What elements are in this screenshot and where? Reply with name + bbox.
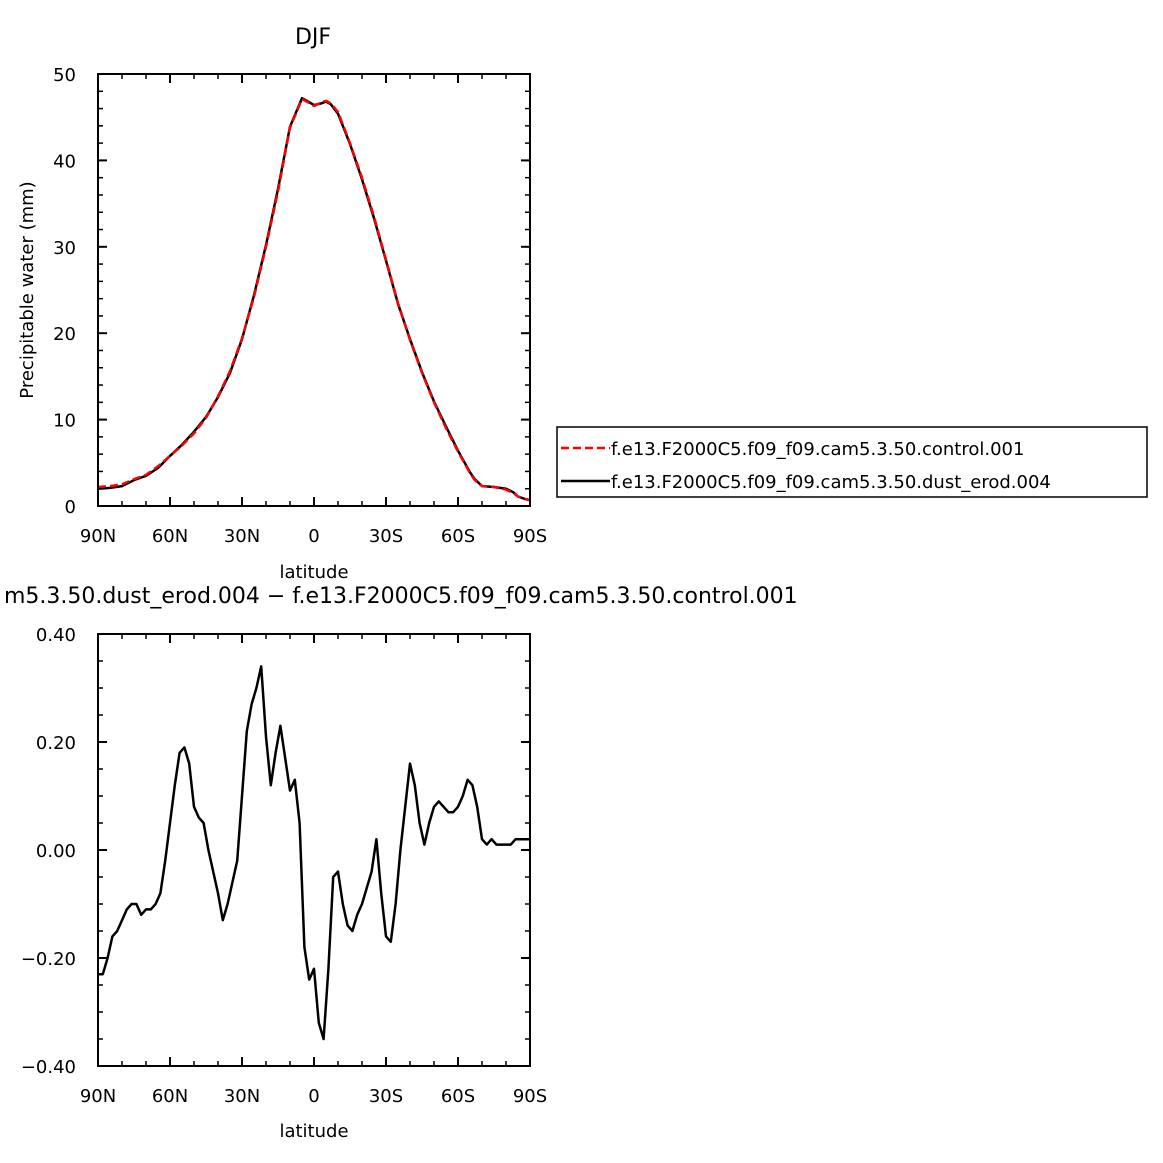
x-tick-label: 60S xyxy=(441,526,475,547)
series-line-difference xyxy=(98,665,530,1041)
bottom-panel: m5.3.50.dust_erod.004 − f.e13.F2000C5.f0… xyxy=(4,584,798,1142)
top-title: DJF xyxy=(295,25,331,50)
top-ylabel: Precipitable water (mm) xyxy=(17,181,38,398)
x-tick-label: 60N xyxy=(152,1086,188,1107)
series-line-control xyxy=(97,97,531,502)
y-tick-label: 0 xyxy=(65,497,76,518)
bottom-xlabel: latitude xyxy=(279,1121,348,1142)
bottom-plot-area xyxy=(98,665,530,1041)
bottom-ticks: 90N 60N 30N 0 30S 60S 90S −0.40 −0.20 0.00 0.20 0.4… xyxy=(21,625,547,1107)
y-tick-label: 0.00 xyxy=(36,841,76,862)
series-line-dust xyxy=(97,96,531,502)
y-tick-label: −0.40 xyxy=(21,1057,76,1078)
x-tick-label: 30N xyxy=(224,1086,260,1107)
bottom-title: m5.3.50.dust_erod.004 − f.e13.F2000C5.f0… xyxy=(4,584,798,609)
y-tick-label: 50 xyxy=(53,65,76,86)
top-panel: DJF 90N 60N 30N 0 30S 60S 90S 0 10 20 30 40 50 latit… xyxy=(17,25,547,583)
top-plot-frame xyxy=(97,73,531,507)
legend-box xyxy=(556,426,1148,498)
top-ticks: 90N 60N 30N 0 30S 60S 90S 0 10 20 30 40 50 xyxy=(53,65,547,547)
x-tick-label: 90N xyxy=(80,1086,116,1107)
y-tick-label: −0.20 xyxy=(21,949,76,970)
legend-label-dust: f.e13.F2000C5.f09_f09.cam5.3.50.dust_ero… xyxy=(611,472,1051,493)
y-tick-label: 30 xyxy=(53,238,76,259)
y-tick-label: 40 xyxy=(53,151,76,172)
y-tick-label: 0.40 xyxy=(36,625,76,646)
x-tick-label: 0 xyxy=(308,1086,319,1107)
x-tick-label: 90S xyxy=(513,1086,547,1107)
x-tick-label: 30S xyxy=(369,1086,403,1107)
y-tick-label: 0.20 xyxy=(36,733,76,754)
x-tick-label: 90N xyxy=(80,526,116,547)
x-tick-label: 90S xyxy=(513,526,547,547)
x-tick-label: 30N xyxy=(224,526,260,547)
top-xlabel: latitude xyxy=(279,562,348,583)
legend: f.e13.F2000C5.f09_f09.cam5.3.50.control.… xyxy=(556,426,1148,498)
bottom-plot-frame xyxy=(97,633,531,1067)
top-plot-area xyxy=(97,96,531,502)
y-tick-label: 20 xyxy=(53,324,76,345)
x-tick-label: 60S xyxy=(441,1086,475,1107)
y-tick-label: 10 xyxy=(53,411,76,432)
x-tick-label: 30S xyxy=(369,526,403,547)
legend-label-control: f.e13.F2000C5.f09_f09.cam5.3.50.control.… xyxy=(611,439,1024,460)
x-tick-label: 0 xyxy=(308,526,319,547)
x-tick-label: 60N xyxy=(152,526,188,547)
